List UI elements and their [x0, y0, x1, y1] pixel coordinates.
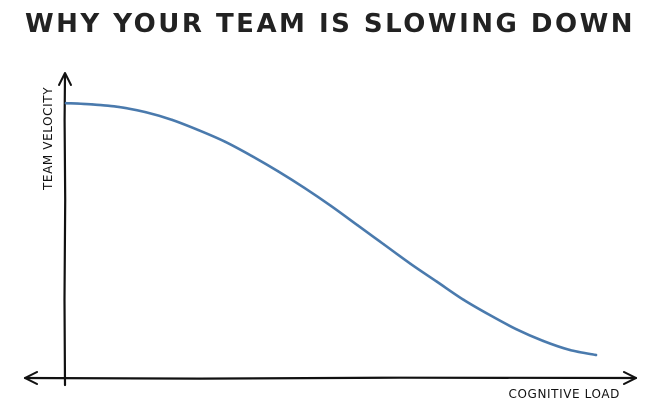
data-point [409, 262, 412, 265]
data-point [64, 101, 68, 105]
data-point [276, 170, 280, 173]
data-point [541, 339, 545, 343]
y-axis-arrowhead [58, 72, 72, 86]
data-point [462, 298, 465, 301]
data-point [594, 353, 598, 357]
data-point [435, 280, 439, 283]
data-point [303, 186, 306, 190]
data-point [170, 118, 174, 122]
series-line-0 [64, 101, 598, 357]
data-point [382, 243, 386, 246]
x-axis-label: COGNITIVE LOAD [509, 387, 620, 401]
series-layer [64, 101, 598, 357]
data-point [197, 128, 200, 132]
x-axis-arrowhead-left [24, 371, 38, 385]
y-axis-label: TEAM VELOCITY [41, 87, 55, 191]
data-point [568, 348, 571, 352]
data-point [223, 140, 227, 143]
data-point [515, 328, 518, 331]
data-point [356, 224, 359, 227]
data-point [144, 110, 147, 114]
data-point [250, 154, 253, 158]
data-point [488, 313, 492, 317]
y-axis-line [63, 72, 67, 387]
data-point [117, 105, 121, 109]
x-axis-line [23, 376, 638, 380]
axes [23, 72, 638, 387]
data-point [91, 103, 94, 106]
data-point [329, 204, 333, 208]
chart-title: WHY YOUR TEAM IS SLOWING DOWN [25, 9, 635, 39]
x-axis-arrowhead-right [623, 371, 637, 385]
